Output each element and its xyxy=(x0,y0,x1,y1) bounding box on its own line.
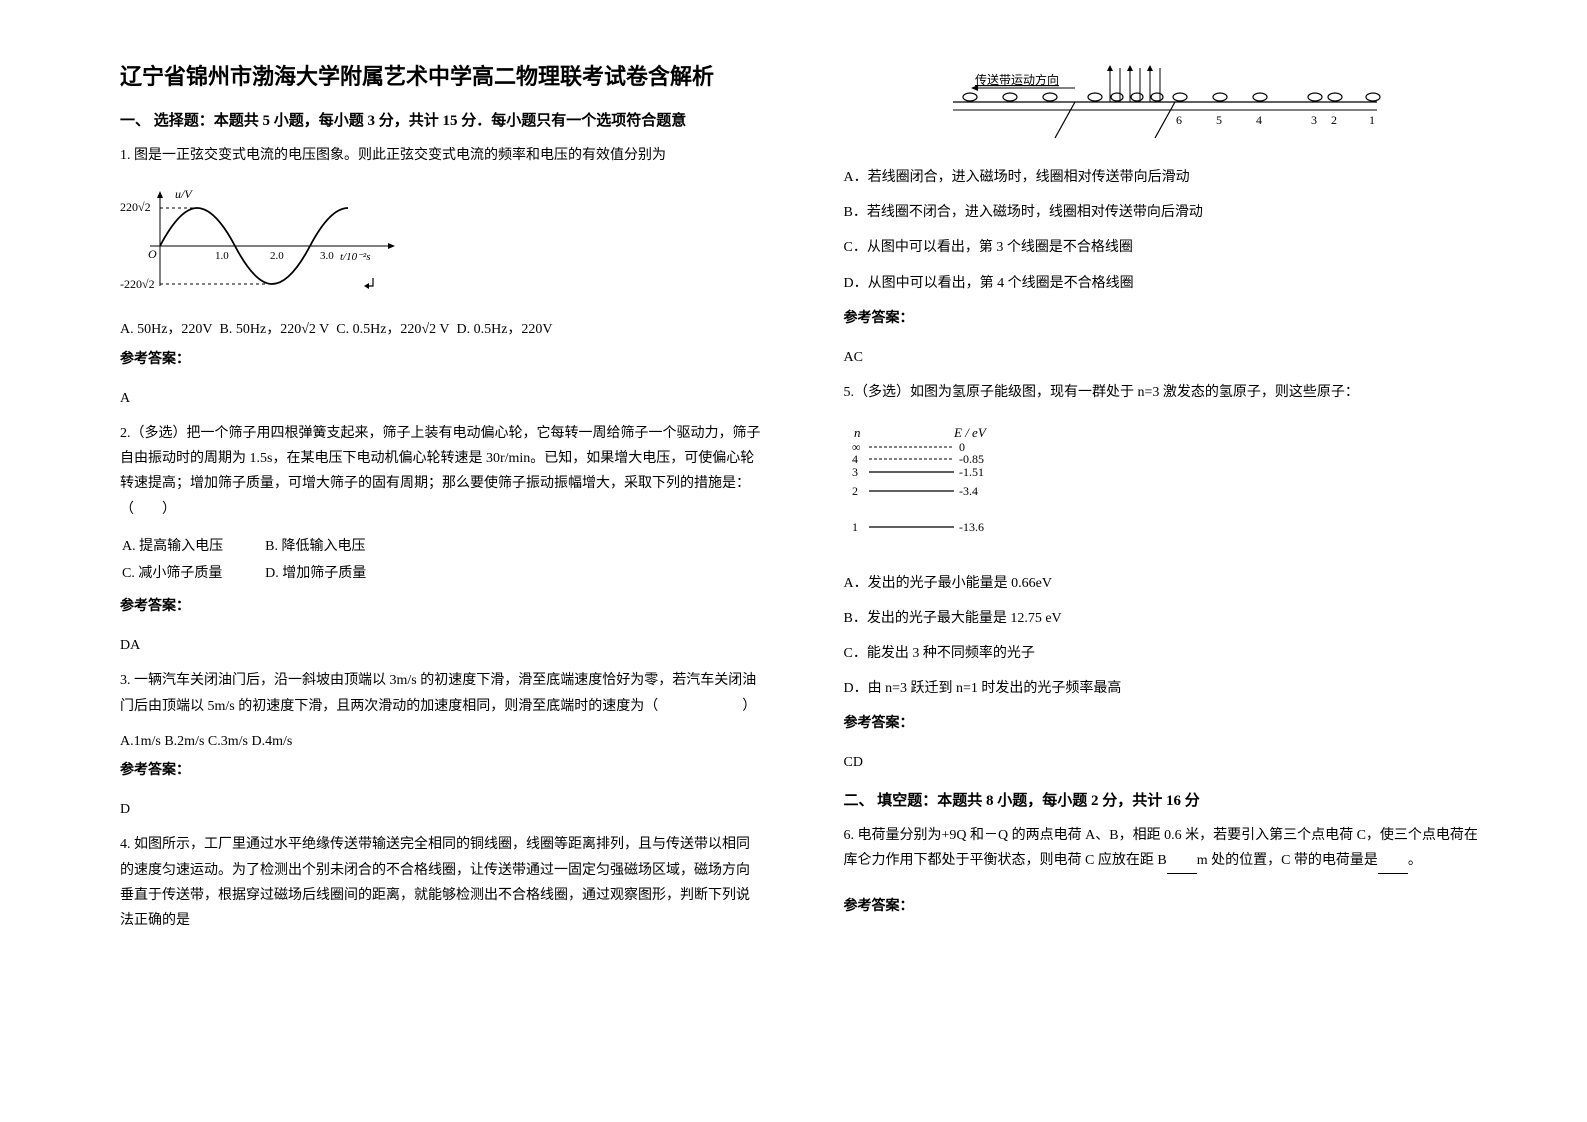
svg-text:n: n xyxy=(854,425,861,440)
svg-text:-220√2: -220√2 xyxy=(120,277,155,291)
q1-options: A. 50Hz，220V B. 50Hz，220√2 V C. 0.5Hz，22… xyxy=(120,317,764,342)
svg-text:3: 3 xyxy=(852,465,858,479)
q4-answer-label: 参考答案： xyxy=(844,306,1488,331)
svg-text:-13.6: -13.6 xyxy=(959,520,984,534)
svg-text:-3.4: -3.4 xyxy=(959,484,978,498)
svg-text:-1.51: -1.51 xyxy=(959,465,984,479)
q5-answer: CD xyxy=(844,750,1488,775)
q4-answer: AC xyxy=(844,345,1488,370)
q5-answer-label: 参考答案： xyxy=(844,711,1488,736)
svg-text:1.0: 1.0 xyxy=(215,250,229,262)
svg-text:t/10⁻²s: t/10⁻²s xyxy=(340,251,371,263)
q4-optB: B．若线圈不闭合，进入磁场时，线圈相对传送带向后滑动 xyxy=(844,200,1488,225)
q5-optB: B．发出的光子最大能量是 12.75 eV xyxy=(844,606,1488,631)
q5-optA: A．发出的光子最小能量是 0.66eV xyxy=(844,571,1488,596)
svg-text:u/V: u/V xyxy=(175,187,193,201)
svg-text:2: 2 xyxy=(852,484,858,498)
svg-text:3.0: 3.0 xyxy=(320,250,334,262)
q2-answer-label: 参考答案： xyxy=(120,594,764,619)
svg-text:4: 4 xyxy=(1256,113,1262,127)
svg-text:1: 1 xyxy=(852,520,858,534)
svg-text:1: 1 xyxy=(1369,113,1375,127)
q3-options: A.1m/s B.2m/s C.3m/s D.4m/s xyxy=(120,729,764,754)
q4-optA: A．若线圈闭合，进入磁场时，线圈相对传送带向后滑动 xyxy=(844,165,1488,190)
q3-text: 3. 一辆汽车关闭油门后，沿一斜坡由顶端以 3m/s 的初速度下滑，滑至底端速度… xyxy=(120,668,764,718)
svg-text:2: 2 xyxy=(1331,113,1337,127)
svg-text:3: 3 xyxy=(1311,113,1317,127)
svg-text:6: 6 xyxy=(1176,113,1182,127)
q4-conveyor-diagram: 传送带运动方向 xyxy=(945,60,1385,150)
q5-optD: D．由 n=3 跃迁到 n=1 时发出的光子频率最高 xyxy=(844,676,1488,701)
section1-heading: 一、 选择题：本题共 5 小题，每小题 3 分，共计 15 分．每小题只有一个选… xyxy=(120,108,764,135)
svg-text:2.0: 2.0 xyxy=(270,250,284,262)
svg-text:5: 5 xyxy=(1216,113,1222,127)
svg-text:E / eV: E / eV xyxy=(953,425,988,440)
svg-text:220√2: 220√2 xyxy=(120,200,151,214)
page-title: 辽宁省锦州市渤海大学附属艺术中学高二物理联考试卷含解析 xyxy=(120,60,764,93)
q5-optC: C．能发出 3 种不同频率的光子 xyxy=(844,641,1488,666)
q1-answer-label: 参考答案： xyxy=(120,347,764,372)
svg-text:4: 4 xyxy=(852,452,858,466)
q1-answer: A xyxy=(120,386,764,411)
section2-heading: 二、 填空题：本题共 8 小题，每小题 2 分，共计 16 分 xyxy=(844,788,1488,815)
q4-optD: D．从图中可以看出，第 4 个线圈是不合格线圈 xyxy=(844,271,1488,296)
q3-answer-label: 参考答案： xyxy=(120,758,764,783)
q5-energy-diagram: n E / eV ∞ 0 4 -0.85 3 -1.51 2 -3.4 1 -1… xyxy=(844,423,1044,543)
q4-optC: C．从图中可以看出，第 3 个线圈是不合格线圈 xyxy=(844,235,1488,260)
q2-options: A. 提高输入电压B. 降低输入电压 C. 减小筛子质量D. 增加筛子质量 xyxy=(120,532,408,588)
q1-text: 1. 图是一正弦交变式电流的电压图象。则此正弦交变式电流的频率和电压的有效值分别… xyxy=(120,143,764,168)
q6-text: 6. 电荷量分别为+9Q 和－Q 的两点电荷 A、B，相距 0.6 米，若要引入… xyxy=(844,823,1488,874)
q6-answer-label: 参考答案： xyxy=(844,894,1488,919)
q2-answer: DA xyxy=(120,633,764,658)
q2-text: 2.（多选）把一个筛子用四根弹簧支起来，筛子上装有电动偏心轮，它每转一周给筛子一… xyxy=(120,421,764,522)
q5-text: 5.（多选）如图为氢原子能级图，现有一群处于 n=3 激发态的氢原子，则这些原子… xyxy=(844,380,1488,405)
svg-text:O: O xyxy=(148,247,157,261)
q3-answer: D xyxy=(120,797,764,822)
svg-text:传送带运动方向: 传送带运动方向 xyxy=(975,72,1059,87)
svg-text:-0.85: -0.85 xyxy=(959,452,984,466)
q1-sine-graph: u/V 220√2 -220√2 O 1.0 2.0 3.0 t/10⁻²s xyxy=(120,186,400,296)
q4-text: 4. 如图所示，工厂里通过水平绝缘传送带输送完全相同的铜线圈，线圈等距离排列，且… xyxy=(120,832,764,933)
